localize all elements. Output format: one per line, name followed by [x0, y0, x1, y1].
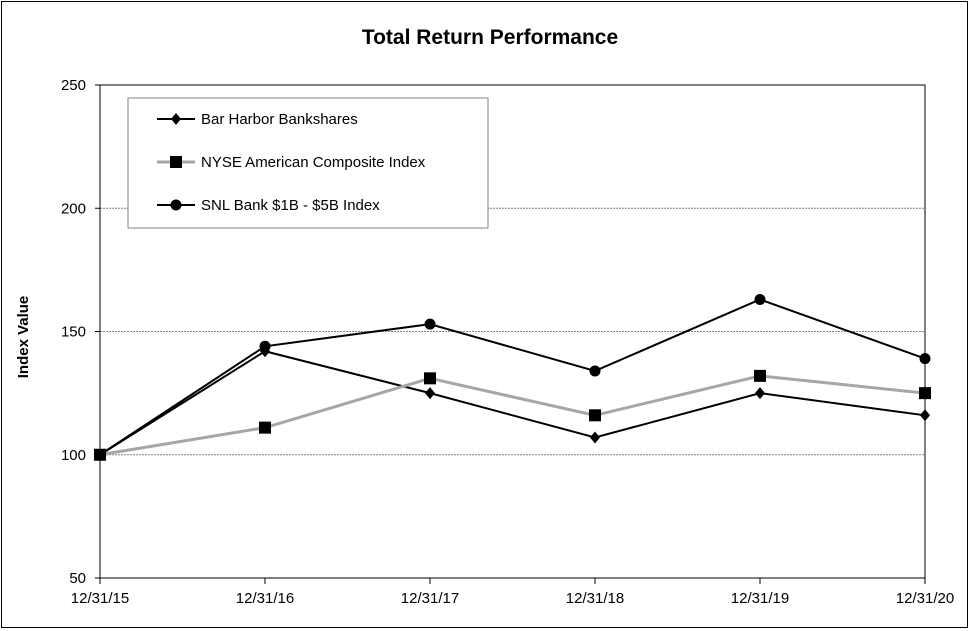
data-point	[424, 318, 436, 330]
series-line	[99, 350, 926, 456]
x-tick-label: 12/31/17	[401, 590, 459, 607]
data-point	[754, 369, 766, 382]
y-tick-label: 150	[61, 324, 86, 341]
gridlines	[100, 207, 925, 456]
series-lines	[94, 293, 931, 461]
x-tick-label: 12/31/19	[731, 590, 789, 607]
legend-label: NYSE American Composite Index	[201, 154, 426, 171]
legend-swatch-marker	[170, 156, 182, 168]
data-point	[754, 293, 766, 305]
y-tick-label: 200	[61, 200, 86, 217]
y-axis-label: Index Value	[15, 296, 32, 379]
series-line	[99, 298, 926, 456]
data-point	[755, 387, 765, 400]
legend-label: Bar Harbor Bankshares	[201, 111, 358, 128]
data-point	[94, 449, 106, 461]
data-point	[424, 372, 436, 385]
x-tick-label: 12/31/18	[566, 590, 624, 607]
data-point	[589, 409, 601, 422]
x-tick-label: 12/31/16	[236, 590, 294, 607]
y-tick-label: 50	[69, 570, 86, 587]
y-tick-label: 100	[61, 447, 86, 464]
data-point	[920, 409, 930, 422]
data-point	[259, 421, 271, 434]
legend-swatch-marker	[170, 199, 182, 211]
y-tick-label: 250	[61, 77, 86, 94]
x-tick-label: 12/31/15	[71, 590, 129, 607]
legend: Bar Harbor Bankshares NYSE American Compo…	[127, 97, 489, 229]
data-point	[919, 387, 931, 400]
series-line	[99, 374, 926, 457]
legend-label: SNL Bank $1B - $5B Index	[201, 197, 380, 214]
data-point	[590, 431, 600, 444]
axes: 50 100 150 200 250 12/31/15 12/31/16 12/31/17 12…	[61, 77, 954, 607]
data-point	[919, 353, 931, 365]
data-point	[425, 387, 435, 400]
chart-title: Total Return Performance	[362, 26, 618, 49]
x-tick-label: 12/31/20	[896, 590, 954, 607]
data-point	[259, 340, 271, 352]
data-point	[589, 365, 601, 377]
legend-swatch-marker	[171, 113, 181, 125]
